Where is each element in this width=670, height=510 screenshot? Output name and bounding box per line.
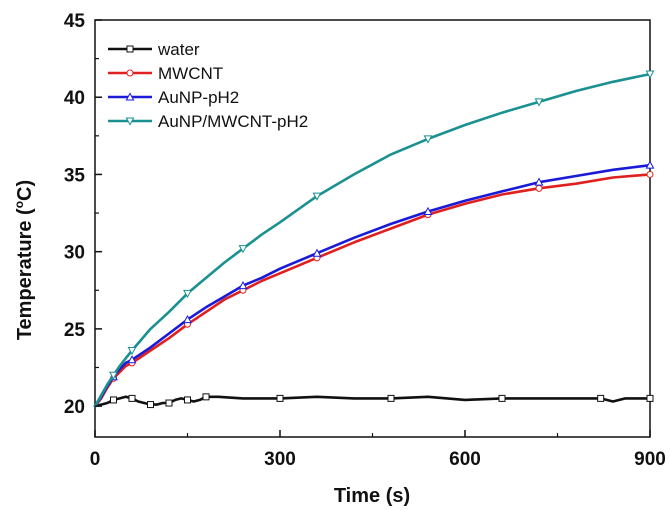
series-line [93,163,652,408]
y-tick-label: 45 [64,11,86,32]
legend-label: water [157,40,200,59]
data-point [534,98,544,107]
data-point [597,394,605,402]
legend-item: AuNP/MWCNT-pH2 [108,112,308,131]
y-tick-label: 40 [64,88,85,109]
data-point [127,355,137,364]
data-point [312,248,322,257]
data-point [535,184,543,192]
x-tick-label: 300 [264,449,296,470]
data-point [423,135,433,144]
legend-marker [125,92,135,101]
y-axis-title-unit: C) [14,180,36,201]
data-point [183,314,192,324]
legend-label: AuNP-pH2 [158,88,239,107]
data-point [147,401,154,409]
y-axis-title-main: Temperature ( [14,208,36,340]
legend-marker [125,117,135,126]
data-point [109,371,118,380]
data-point [183,289,192,299]
x-axis-title: Time (s) [334,485,410,507]
data-point [276,394,284,402]
series-line [93,173,652,408]
series-2 [93,170,654,408]
series-3 [93,160,655,408]
data-point [165,399,173,407]
series-line [93,395,652,408]
data-point [645,160,655,169]
legend-item: MWCNT [108,64,223,83]
legend-marker [126,45,134,53]
series-1 [93,393,654,409]
y-tick-label: 30 [64,243,85,264]
data-point [534,177,544,186]
data-point [184,396,191,404]
legend-marker [126,69,134,77]
y-axis-title-degree: o [12,201,26,208]
legend-item: water [108,40,200,59]
data-point [646,394,654,402]
data-point [238,281,248,290]
legend-label: AuNP/MWCNT-pH2 [158,112,308,131]
series-layer [93,70,655,409]
data-point [646,170,654,178]
data-point [387,394,395,402]
axis-layer: 0 300 600 900 20 25 30 35 40 45 [64,11,666,470]
y-tick-label: 20 [64,397,85,418]
y-tick-label: 35 [64,165,86,186]
x-tick-label: 600 [449,449,481,470]
data-point [238,245,248,254]
data-point [645,70,655,79]
data-point [423,206,433,216]
x-tick-label: 0 [90,449,101,470]
data-point [498,394,506,402]
data-point [127,347,137,356]
series-4 [93,70,655,408]
data-point [110,396,117,404]
y-axis-title: Temperature (oC) [12,180,36,340]
data-point [202,393,210,401]
x-tick-label: 900 [634,449,666,470]
legend-label: MWCNT [158,64,223,83]
legend: water MWCNT AuNP-pH2 AuNP/MWCNT-pH2 [108,40,308,131]
legend-item: AuNP-pH2 [108,88,239,107]
y-tick-label: 25 [64,320,86,341]
data-point [312,192,322,201]
data-point [128,394,136,402]
